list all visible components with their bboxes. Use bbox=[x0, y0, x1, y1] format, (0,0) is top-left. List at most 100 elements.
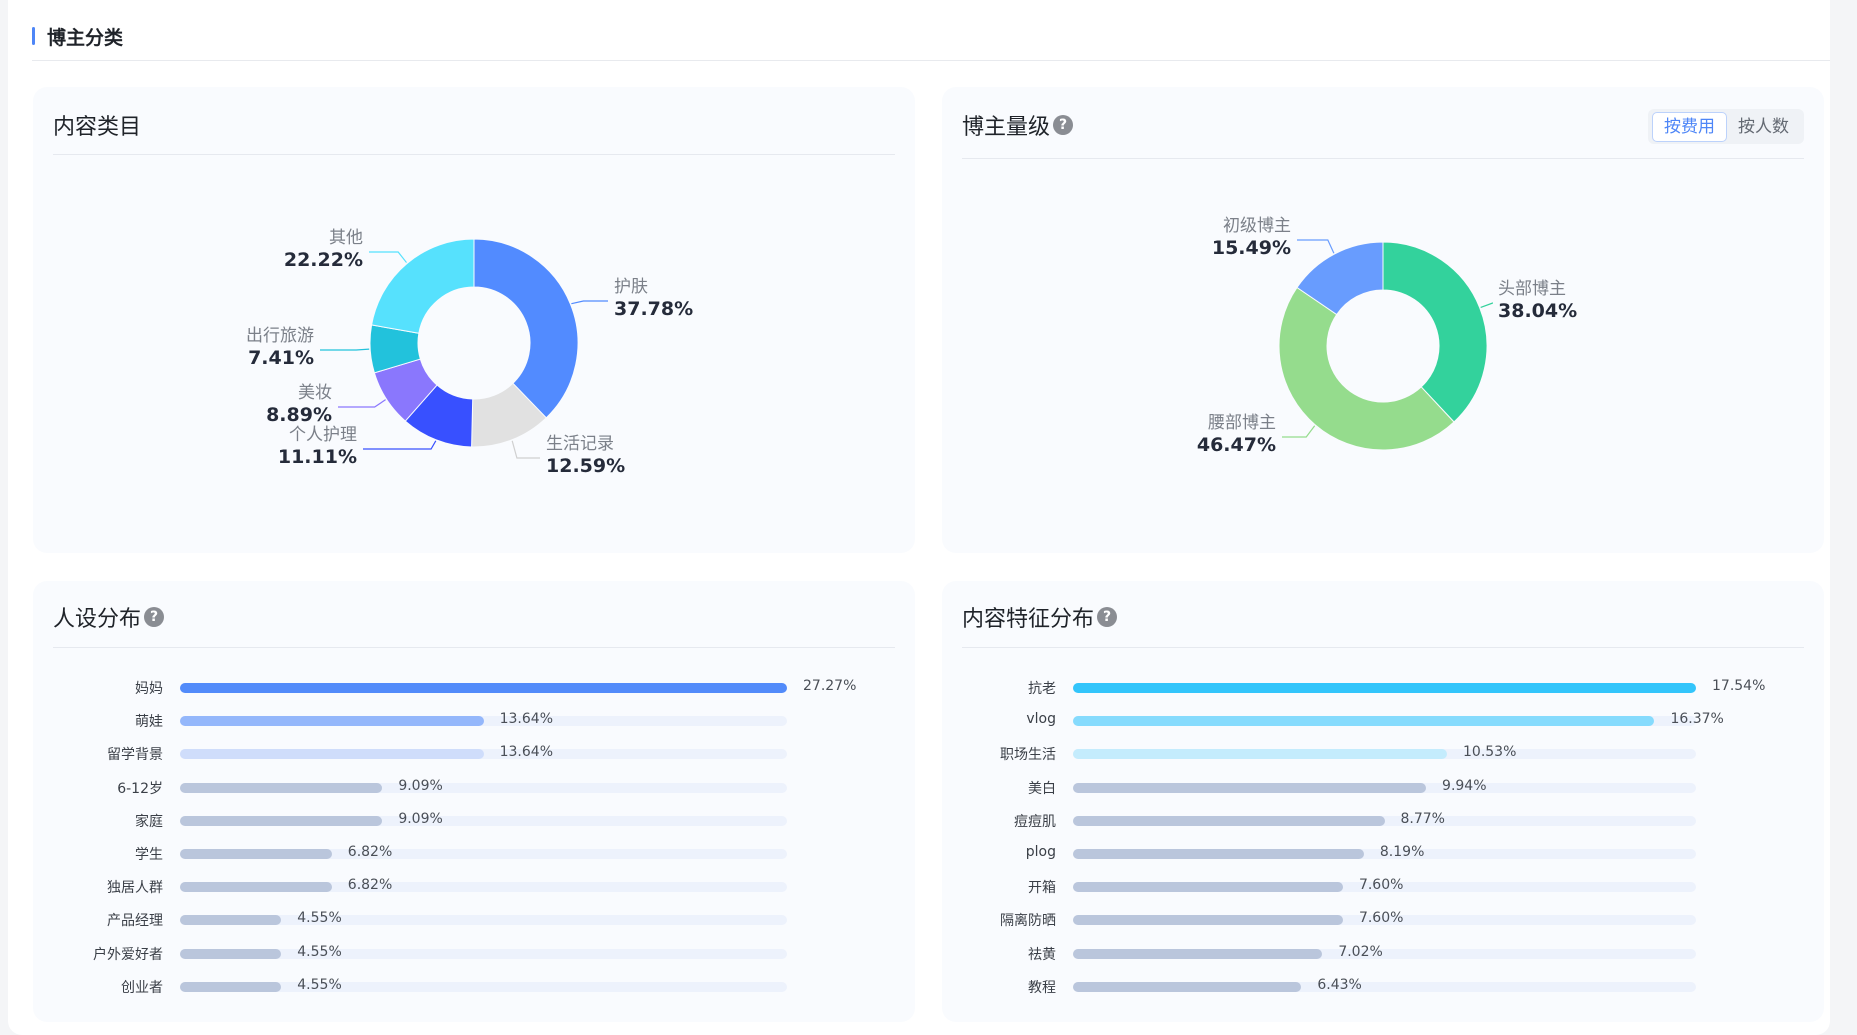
content-features-card: 内容特征分布 ? 抗老 17.54% vlog 16.37% 职场生活 10.53% 美白 9… bbox=[942, 581, 1824, 1022]
bar-value-label: 17.54% bbox=[1712, 678, 1766, 694]
bar-category-label: 教程 bbox=[1028, 979, 1056, 996]
bar-track bbox=[180, 915, 787, 926]
bar-value-label: 16.37% bbox=[1670, 711, 1724, 728]
donut-slice[interactable] bbox=[1382, 241, 1488, 423]
bar-value-label: 9.09% bbox=[398, 777, 443, 794]
bar-track bbox=[180, 815, 787, 826]
bar-value-label: 4.55% bbox=[297, 976, 342, 993]
bar-row[interactable]: 妈妈 27.27% bbox=[33, 678, 913, 698]
slice-value: 22.22% bbox=[284, 249, 363, 271]
slice-label: 护肤 bbox=[614, 277, 648, 297]
bar-value-label: 8.77% bbox=[1400, 810, 1445, 827]
bar-row[interactable]: 抗老 17.54% bbox=[942, 678, 1822, 698]
bar-row[interactable]: plog 8.19% bbox=[942, 844, 1822, 864]
bar-track bbox=[1073, 981, 1696, 992]
bar-fill bbox=[180, 815, 383, 826]
card-divider bbox=[962, 158, 1804, 159]
slice-value: 11.11% bbox=[278, 446, 357, 468]
bar-fill bbox=[180, 749, 484, 760]
bar-value-label: 27.27% bbox=[803, 678, 857, 694]
donut-slice[interactable] bbox=[473, 238, 579, 419]
slice-label: 个人护理 bbox=[289, 425, 357, 445]
blogger-tier-title: 博主量级 bbox=[962, 115, 1051, 140]
bar-category-label: 留学背景 bbox=[107, 747, 163, 764]
bar-row[interactable]: 萌娃 13.64% bbox=[33, 711, 913, 731]
section-divider bbox=[32, 60, 1830, 61]
question-circle-icon[interactable]: ? bbox=[1097, 607, 1118, 627]
bar-fill bbox=[1073, 981, 1302, 992]
bar-value-label: 9.09% bbox=[398, 810, 443, 827]
card-title: 内容特征分布 ? bbox=[962, 601, 1118, 633]
bar-row[interactable]: 家庭 9.09% bbox=[33, 811, 913, 831]
bar-row[interactable]: 独居人群 6.82% bbox=[33, 877, 913, 897]
bar-row[interactable]: 美白 9.94% bbox=[942, 778, 1822, 798]
bar-row[interactable]: 职场生活 10.53% bbox=[942, 744, 1822, 764]
bar-category-label: 户外爱好者 bbox=[93, 946, 163, 963]
bar-row[interactable]: 学生 6.82% bbox=[33, 844, 913, 864]
bar-row[interactable]: 祛黄 7.02% bbox=[942, 944, 1822, 964]
content-category-title: 内容类目 bbox=[53, 115, 142, 140]
bar-category-label: 隔离防晒 bbox=[1000, 913, 1056, 930]
bar-track bbox=[1073, 782, 1696, 793]
bar-fill bbox=[1073, 782, 1427, 793]
bar-track bbox=[180, 882, 787, 893]
slice-label: 初级博主 bbox=[1223, 216, 1291, 236]
toggle-by-cost[interactable]: 按费用 bbox=[1652, 111, 1727, 142]
slice-label: 头部博主 bbox=[1498, 279, 1566, 299]
card-divider bbox=[53, 154, 895, 155]
bar-fill bbox=[180, 915, 282, 926]
slice-label: 腰部博主 bbox=[1208, 413, 1276, 433]
bar-row[interactable]: 教程 6.43% bbox=[942, 977, 1822, 997]
donut-slice[interactable] bbox=[1278, 286, 1455, 451]
bar-category-label: 抗老 bbox=[1028, 681, 1056, 697]
bar-track bbox=[1073, 749, 1696, 760]
bar-row[interactable]: 创业者 4.55% bbox=[33, 977, 913, 997]
bar-fill bbox=[180, 716, 484, 727]
slice-value: 37.78% bbox=[614, 298, 693, 320]
content-category-card: 内容类目 护肤 37.78% 生活记录 12.59% 个人护理 11.11% 美妆 8.89%… bbox=[33, 87, 915, 553]
bar-fill bbox=[180, 882, 332, 893]
bar-fill bbox=[1073, 749, 1447, 760]
bar-track bbox=[180, 782, 787, 793]
question-circle-icon[interactable]: ? bbox=[1053, 115, 1074, 135]
bar-row[interactable]: 隔离防晒 7.60% bbox=[942, 910, 1822, 930]
bar-row[interactable]: 产品经理 4.55% bbox=[33, 910, 913, 930]
bar-category-label: 产品经理 bbox=[107, 913, 163, 930]
metric-toggle: 按费用 按人数 bbox=[1648, 109, 1804, 144]
bar-row[interactable]: 留学背景 13.64% bbox=[33, 744, 913, 764]
bar-fill bbox=[180, 948, 282, 959]
bar-track bbox=[180, 948, 787, 959]
bar-track bbox=[180, 749, 787, 760]
bar-value-label: 7.60% bbox=[1358, 877, 1404, 894]
toggle-by-count[interactable]: 按人数 bbox=[1738, 116, 1789, 137]
card-title: 内容类目 bbox=[53, 109, 141, 141]
bar-fill bbox=[1073, 815, 1385, 826]
bar-value-label: 13.64% bbox=[499, 744, 553, 761]
bar-row[interactable]: 开箱 7.60% bbox=[942, 877, 1822, 897]
bar-fill bbox=[180, 683, 787, 693]
bar-row[interactable]: 户外爱好者 4.55% bbox=[33, 944, 913, 964]
bar-fill bbox=[180, 849, 332, 859]
slice-label: 美妆 bbox=[298, 383, 332, 403]
bar-category-label: 祛黄 bbox=[1028, 946, 1056, 963]
bar-category-label: 美白 bbox=[1028, 780, 1056, 797]
question-circle-icon[interactable]: ? bbox=[144, 607, 165, 627]
bar-fill bbox=[1073, 948, 1323, 959]
slice-label: 生活记录 bbox=[546, 434, 614, 454]
donut-slice[interactable] bbox=[1296, 241, 1384, 316]
section-accent-bar bbox=[32, 27, 35, 45]
donut-slice[interactable] bbox=[371, 238, 475, 334]
bar-value-label: 4.55% bbox=[297, 943, 342, 960]
bar-track bbox=[180, 683, 787, 693]
bar-row[interactable]: 6-12岁 9.09% bbox=[33, 778, 913, 798]
bar-value-label: 7.02% bbox=[1338, 943, 1383, 960]
card-title: 人设分布 ? bbox=[53, 601, 165, 633]
bar-row[interactable]: vlog 16.37% bbox=[942, 711, 1822, 731]
bar-value-label: 9.94% bbox=[1442, 777, 1487, 794]
bar-row[interactable]: 痘痘肌 8.77% bbox=[942, 811, 1822, 831]
section-title: 博主分类 bbox=[47, 26, 124, 49]
bar-fill bbox=[1073, 915, 1343, 926]
bar-fill bbox=[1073, 716, 1655, 727]
